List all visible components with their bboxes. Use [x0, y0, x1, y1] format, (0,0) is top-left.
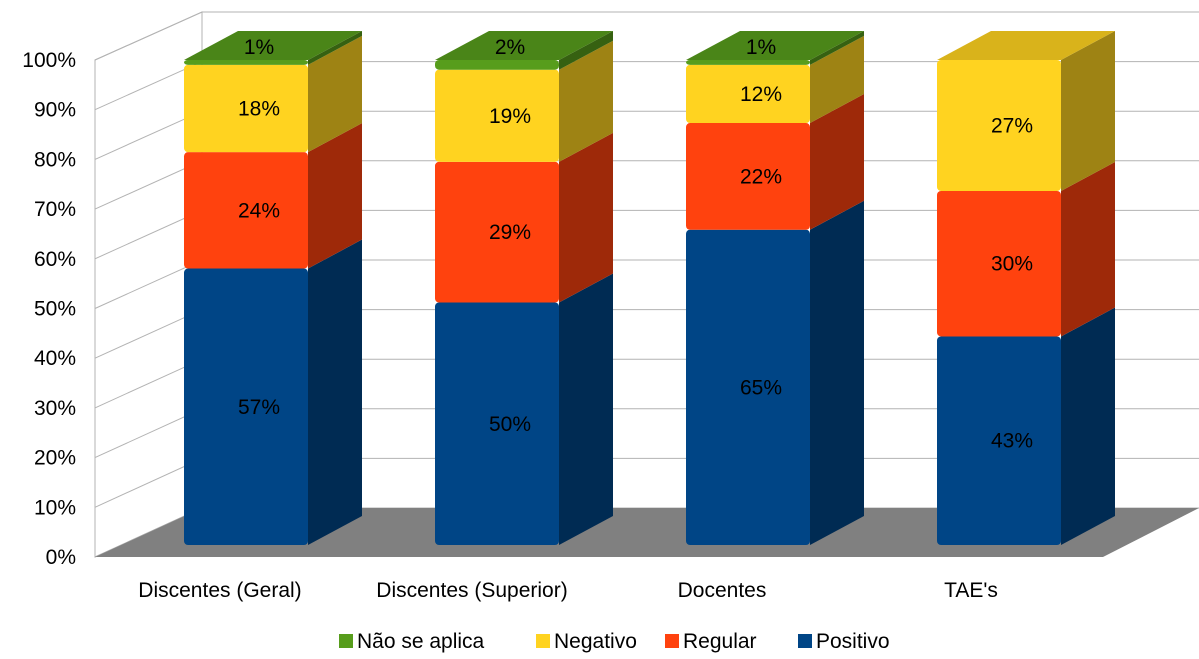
data-label: 24%	[238, 199, 280, 222]
bar-side	[1061, 307, 1115, 545]
bar-segment-positivo	[686, 200, 864, 545]
legend-swatch	[665, 634, 679, 648]
data-label: 29%	[489, 221, 531, 244]
bar-side	[559, 31, 613, 70]
bar-front	[686, 229, 810, 545]
legend-swatch	[339, 634, 353, 648]
bar-front	[184, 268, 308, 545]
bar-side	[810, 94, 864, 230]
bar-side	[559, 273, 613, 545]
bar-side	[810, 35, 864, 124]
y-tick-label: 20%	[34, 447, 76, 470]
legend-label: Não se aplica	[357, 630, 485, 653]
bar-front	[686, 64, 810, 124]
bar-side	[308, 35, 362, 153]
data-label: 30%	[991, 253, 1033, 276]
bar-front	[184, 152, 308, 269]
bar-front	[435, 69, 559, 162]
bar-front	[686, 60, 810, 65]
data-labels: 57% 24% 18% 1% 50% 29% 19% 2% 65% 22% 12% 1% 43% 30% 2…	[238, 36, 1033, 453]
bar-front	[184, 64, 308, 153]
bar-segment-regular	[937, 161, 1115, 337]
bar-segment-n-o-se-aplica	[435, 31, 613, 70]
y-tick-label: 50%	[34, 298, 76, 321]
chart-floor	[95, 508, 1199, 557]
bar-side	[1061, 31, 1115, 191]
bar-segment-negativo	[184, 35, 362, 153]
y-tick-label: 70%	[34, 198, 76, 221]
y-tick-label: 10%	[34, 496, 76, 519]
legend-label: Positivo	[816, 630, 890, 653]
bars	[184, 31, 1115, 546]
y-tick-label: 40%	[34, 347, 76, 370]
legend: Não se aplica Negativo Regular Positivo	[339, 630, 890, 653]
bar-front	[937, 190, 1061, 337]
y-axis: 0% 10% 20% 30% 40% 50% 60% 70% 80% 90% 100%	[22, 49, 76, 569]
legend-swatch	[536, 634, 550, 648]
data-label: 22%	[740, 165, 782, 188]
data-label: 12%	[740, 83, 782, 106]
data-label: 18%	[238, 98, 280, 121]
y-tick-label: 90%	[34, 99, 76, 122]
bar-side	[559, 132, 613, 303]
bar-side	[308, 31, 362, 65]
bar-side	[810, 31, 864, 65]
data-label: 27%	[991, 114, 1033, 137]
y-tick-label: 60%	[34, 248, 76, 271]
bar-segment-n-o-se-aplica	[184, 31, 362, 65]
y-tick-label: 0%	[46, 546, 76, 569]
x-axis: Discentes (Geral) Discentes (Superior) Doc…	[138, 579, 998, 602]
bar-segment-negativo	[937, 31, 1115, 191]
data-label: 19%	[489, 105, 531, 128]
legend-label: Negativo	[554, 630, 637, 653]
legend-label: Regular	[683, 630, 757, 653]
bar-segment-negativo	[435, 40, 613, 162]
y-tick-label: 100%	[22, 49, 76, 72]
bar-top	[937, 31, 1115, 60]
x-category-label: TAE's	[944, 579, 998, 602]
bar-front	[686, 123, 810, 230]
bar-top	[686, 31, 864, 60]
bar-segment-positivo	[435, 273, 613, 545]
bar-side	[1061, 161, 1115, 337]
bar-segment-regular	[184, 123, 362, 269]
data-label: 50%	[489, 413, 531, 436]
bar-segment-regular	[435, 132, 613, 303]
data-label: 2%	[495, 36, 525, 59]
data-label: 57%	[238, 396, 280, 419]
y-tick-label: 30%	[34, 397, 76, 420]
data-label: 65%	[740, 376, 782, 399]
bar-front	[937, 336, 1061, 545]
bar-segment-positivo	[937, 307, 1115, 545]
bar-front	[435, 161, 559, 303]
gridline	[94, 11, 1199, 61]
bar-side	[308, 239, 362, 546]
bar-segment-regular	[686, 94, 864, 230]
bar-segment-positivo	[184, 239, 362, 546]
bar-top	[435, 31, 613, 60]
bar-segment-negativo	[686, 35, 864, 124]
bar-front	[435, 60, 559, 70]
floor-plane	[95, 508, 1199, 557]
x-category-label: Docentes	[678, 579, 767, 602]
bar-side	[308, 123, 362, 269]
x-category-label: Discentes (Superior)	[376, 579, 567, 602]
legend-swatch	[798, 634, 812, 648]
data-label: 1%	[244, 36, 274, 59]
data-label: 1%	[746, 36, 776, 59]
bar-side	[810, 200, 864, 545]
bar-front	[937, 60, 1061, 191]
bar-front	[184, 60, 308, 65]
x-category-label: Discentes (Geral)	[138, 579, 301, 602]
bar-front	[435, 302, 559, 545]
data-label: 43%	[991, 430, 1033, 453]
bar-segment-n-o-se-aplica	[686, 31, 864, 65]
bar-top	[184, 31, 362, 60]
y-tick-label: 80%	[34, 148, 76, 171]
bar-side	[559, 40, 613, 162]
